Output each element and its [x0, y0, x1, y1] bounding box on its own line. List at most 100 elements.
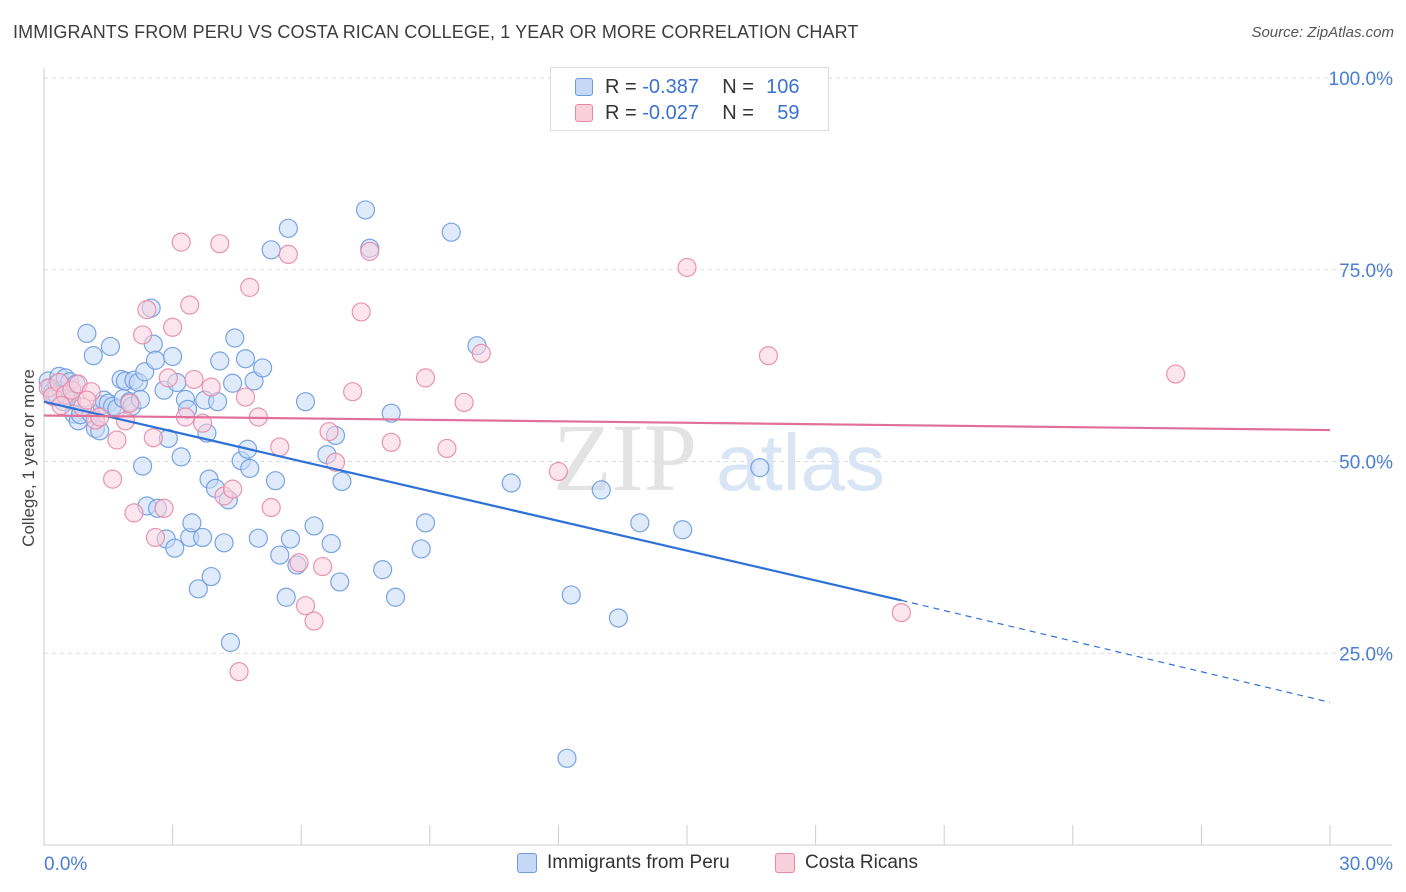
peru-point — [591, 480, 611, 500]
y-axis-label: College, 1 year or more — [19, 369, 38, 547]
costa-rica-point — [313, 556, 333, 577]
peru-point — [278, 218, 298, 238]
peru-point — [355, 200, 376, 220]
peru-point — [630, 513, 650, 533]
peru-point — [280, 529, 301, 549]
peru-trend-line — [43, 400, 902, 602]
costa-rica-point — [184, 369, 204, 390]
costa-rica-point — [107, 430, 127, 450]
peru-point — [193, 527, 213, 548]
costa-rica-point — [132, 325, 153, 345]
source-label: Source: ZipAtlas.com — [1251, 24, 1394, 41]
costa-rica-point — [229, 662, 249, 682]
peru-point — [132, 456, 153, 476]
legend-row-peru: R = -0.387 N = 106 — [575, 75, 800, 99]
costa-rica-point — [1166, 364, 1186, 384]
peru-point — [210, 351, 230, 371]
peru-point — [220, 632, 241, 653]
peru-point — [557, 748, 577, 768]
bottom-legend-label: Costa Ricans — [805, 852, 918, 873]
bottom-legend-peru: Immigrants from Peru — [517, 852, 730, 874]
peru-point — [253, 358, 273, 378]
peru-point — [165, 538, 185, 558]
costa-rica-point — [180, 295, 200, 315]
bottom-legend-label: Immigrants from Peru — [547, 852, 730, 873]
peru-point — [77, 323, 97, 344]
peru-point — [385, 587, 406, 607]
legend-row-costa-rica: R = -0.027 N = 59 — [575, 101, 800, 125]
bottom-swatch-costa-rica — [775, 853, 795, 873]
legend: R = -0.387 N = 106 R = -0.027 N = 59 — [550, 67, 829, 131]
costa-rica-trend-line — [43, 414, 1331, 432]
peru-point — [332, 471, 352, 492]
costa-rica-point — [758, 346, 779, 366]
tick-labels: 25.0% 50.0% 75.0% 100.0% 0.0% 30.0% — [44, 69, 1393, 875]
peru-point — [171, 447, 191, 467]
data-points — [38, 200, 1186, 768]
costa-rica-point — [201, 377, 221, 397]
costa-rica-point — [289, 553, 309, 573]
peru-point — [214, 533, 234, 553]
costa-rica-point — [145, 527, 166, 548]
y-tick-label: 50.0% — [1339, 453, 1393, 474]
peru-point — [441, 222, 461, 242]
peru-point — [265, 471, 286, 491]
peru-point — [201, 566, 221, 587]
legend-r-label: R = — [605, 75, 637, 98]
peru-point — [608, 608, 629, 628]
peru-point — [330, 572, 350, 592]
peru-point — [83, 346, 103, 366]
costa-rica-point — [360, 241, 380, 261]
costa-rica-point — [193, 413, 213, 433]
costa-rica-point — [471, 343, 491, 363]
x-tick-label: 0.0% — [44, 854, 87, 875]
legend-r-label: R = — [605, 101, 637, 124]
costa-rica-point — [454, 392, 474, 413]
legend-swatch-costa-rica — [575, 104, 593, 122]
x-tick-label: 30.0% — [1339, 854, 1393, 875]
peru-point — [321, 533, 341, 554]
axes — [43, 68, 1392, 846]
costa-rica-point — [223, 479, 243, 499]
costa-rica-point — [278, 244, 298, 265]
costa-rica-point — [351, 302, 371, 322]
costa-rica-point — [270, 437, 290, 457]
peru-point — [373, 560, 393, 580]
peru-point — [223, 373, 243, 393]
bottom-legend-costa-rica: Costa Ricans — [775, 852, 918, 874]
peru-point — [163, 346, 183, 367]
peru-point — [561, 585, 581, 605]
legend-swatch-peru — [575, 78, 593, 96]
costa-rica-point — [235, 387, 256, 407]
peru-point — [411, 539, 431, 559]
peru-point — [100, 336, 121, 357]
costa-rica-point — [158, 368, 178, 388]
costa-rica-point — [120, 393, 140, 413]
y-tick-label: 100.0% — [1329, 69, 1394, 90]
costa-rica-point — [154, 498, 174, 518]
peru-point — [235, 349, 256, 369]
legend-n-value: 59 — [777, 101, 800, 124]
bottom-swatch-peru — [517, 853, 537, 873]
legend-n-label: N = — [722, 75, 754, 98]
peru-point — [381, 403, 401, 423]
peru-point — [415, 513, 436, 533]
peru-point — [501, 473, 521, 493]
peru-point — [240, 458, 260, 479]
costa-rica-point — [381, 432, 401, 452]
legend-n-label: N = — [722, 101, 754, 124]
costa-rica-point — [437, 438, 457, 459]
costa-rica-point — [415, 368, 436, 388]
costa-rica-point — [295, 596, 316, 616]
costa-rica-point — [102, 469, 123, 489]
peru-point — [145, 350, 166, 370]
y-tick-label: 75.0% — [1339, 261, 1393, 282]
costa-rica-point — [124, 503, 144, 523]
peru-point — [188, 579, 208, 599]
costa-rica-point — [891, 602, 911, 623]
costa-rica-point — [319, 421, 339, 442]
peru-point — [673, 520, 693, 540]
peru-point — [248, 528, 268, 548]
costa-rica-point — [240, 277, 260, 297]
